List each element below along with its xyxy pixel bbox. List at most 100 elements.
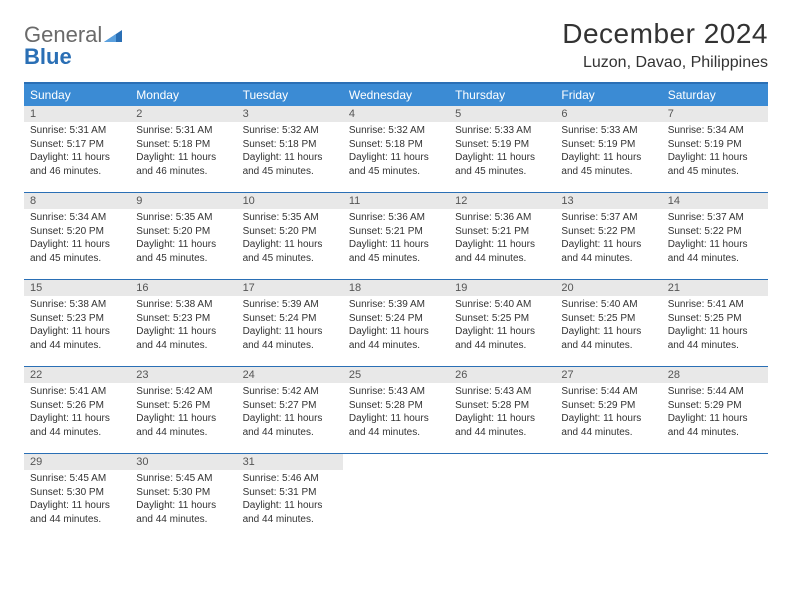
calendar-week: 22 Sunrise: 5:41 AMSunset: 5:26 PMDayligh…	[24, 367, 768, 454]
calendar-cell: 11 Sunrise: 5:36 AMSunset: 5:21 PMDayligh…	[343, 193, 449, 279]
calendar-cell: 21 Sunrise: 5:41 AMSunset: 5:25 PMDayligh…	[662, 280, 768, 366]
day-number: 5	[449, 106, 555, 122]
calendar-cell: 25Sunrise: 5:43 AMSunset: 5:28 PMDayligh…	[343, 367, 449, 453]
calendar-week: 1Sunrise: 5:31 AMSunset: 5:17 PMDaylight…	[24, 106, 768, 193]
calendar-cell: 31 Sunrise: 5:46 AMSunset: 5:31 PMDayligh…	[237, 454, 343, 540]
day-number: 19	[449, 280, 555, 296]
calendar-cell: 29Sunrise: 5:45 AMSunset: 5:30 PMDayligh…	[24, 454, 130, 540]
day-number: 27	[555, 367, 661, 383]
cell-details: Sunrise: 5:34 AMSunset: 5:19 PMDaylight:…	[668, 124, 762, 178]
day-number: 29	[24, 454, 130, 470]
calendar-week: 29Sunrise: 5:45 AMSunset: 5:30 PMDayligh…	[24, 454, 768, 540]
calendar-cell: 30Sunrise: 5:45 AMSunset: 5:30 PMDayligh…	[130, 454, 236, 540]
header: General Blue December 2024 Luzon, Davao,…	[24, 18, 768, 72]
day-number: 31	[237, 454, 343, 470]
logo-text: General Blue	[24, 24, 122, 68]
day-number: 9	[130, 193, 236, 209]
day-number: 21	[662, 280, 768, 296]
cell-details: Sunrise: 5:35 AMSunset: 5:20 PMDaylight:…	[243, 211, 337, 265]
day-number: 28	[662, 367, 768, 383]
day-number: 18	[343, 280, 449, 296]
cell-details: Sunrise: 5:46 AMSunset: 5:31 PMDaylight:…	[243, 472, 337, 526]
location: Luzon, Davao, Philippines	[562, 54, 768, 72]
cell-details: Sunrise: 5:39 AMSunset: 5:24 PMDaylight:…	[349, 298, 443, 352]
calendar-cell-empty	[555, 454, 661, 540]
logo: General Blue	[24, 18, 122, 68]
day-number: 2	[130, 106, 236, 122]
calendar-cell: 9 Sunrise: 5:35 AMSunset: 5:20 PMDaylight…	[130, 193, 236, 279]
day-header-cell: Wednesday	[343, 84, 449, 106]
day-number: 8	[24, 193, 130, 209]
day-header-cell: Sunday	[24, 84, 130, 106]
calendar-week: 15 Sunrise: 5:38 AMSunset: 5:23 PMDayligh…	[24, 280, 768, 367]
day-number: 13	[555, 193, 661, 209]
calendar-cell: 20 Sunrise: 5:40 AMSunset: 5:25 PMDayligh…	[555, 280, 661, 366]
day-number: 15	[24, 280, 130, 296]
calendar-cell: 8 Sunrise: 5:34 AMSunset: 5:20 PMDaylight…	[24, 193, 130, 279]
calendar-cell: 24 Sunrise: 5:42 AMSunset: 5:27 PMDayligh…	[237, 367, 343, 453]
day-header-cell: Monday	[130, 84, 236, 106]
day-number: 24	[237, 367, 343, 383]
calendar-cell: 13 Sunrise: 5:37 AMSunset: 5:22 PMDayligh…	[555, 193, 661, 279]
logo-icon	[104, 24, 122, 46]
cell-details: Sunrise: 5:36 AMSunset: 5:21 PMDaylight:…	[349, 211, 443, 265]
day-number: 7	[662, 106, 768, 122]
calendar-cell: 23Sunrise: 5:42 AMSunset: 5:26 PMDayligh…	[130, 367, 236, 453]
calendar-cell: 27 Sunrise: 5:44 AMSunset: 5:29 PMDayligh…	[555, 367, 661, 453]
day-header-row: SundayMondayTuesdayWednesdayThursdayFrid…	[24, 84, 768, 106]
day-number: 11	[343, 193, 449, 209]
day-number: 10	[237, 193, 343, 209]
cell-details: Sunrise: 5:44 AMSunset: 5:29 PMDaylight:…	[561, 385, 655, 439]
cell-details: Sunrise: 5:37 AMSunset: 5:22 PMDaylight:…	[561, 211, 655, 265]
calendar-cell: 22 Sunrise: 5:41 AMSunset: 5:26 PMDayligh…	[24, 367, 130, 453]
calendar-cell: 4 Sunrise: 5:32 AMSunset: 5:18 PMDaylight…	[343, 106, 449, 192]
calendar-cell-empty	[343, 454, 449, 540]
cell-details: Sunrise: 5:42 AMSunset: 5:27 PMDaylight:…	[243, 385, 337, 439]
day-number: 16	[130, 280, 236, 296]
day-number: 12	[449, 193, 555, 209]
cell-details: Sunrise: 5:33 AMSunset: 5:19 PMDaylight:…	[561, 124, 655, 178]
cell-details: Sunrise: 5:44 AMSunset: 5:29 PMDaylight:…	[668, 385, 762, 439]
calendar-cell: 15 Sunrise: 5:38 AMSunset: 5:23 PMDayligh…	[24, 280, 130, 366]
day-number: 23	[130, 367, 236, 383]
calendar-week: 8 Sunrise: 5:34 AMSunset: 5:20 PMDaylight…	[24, 193, 768, 280]
calendar-cell: 10 Sunrise: 5:35 AMSunset: 5:20 PMDayligh…	[237, 193, 343, 279]
calendar-cell: 1Sunrise: 5:31 AMSunset: 5:17 PMDaylight…	[24, 106, 130, 192]
calendar-cell: 3 Sunrise: 5:32 AMSunset: 5:18 PMDaylight…	[237, 106, 343, 192]
cell-details: Sunrise: 5:41 AMSunset: 5:25 PMDaylight:…	[668, 298, 762, 352]
cell-details: Sunrise: 5:31 AMSunset: 5:18 PMDaylight:…	[136, 124, 230, 178]
cell-details: Sunrise: 5:39 AMSunset: 5:24 PMDaylight:…	[243, 298, 337, 352]
cell-details: Sunrise: 5:37 AMSunset: 5:22 PMDaylight:…	[668, 211, 762, 265]
title-block: December 2024 Luzon, Davao, Philippines	[562, 18, 768, 72]
day-header-cell: Saturday	[662, 84, 768, 106]
cell-details: Sunrise: 5:34 AMSunset: 5:20 PMDaylight:…	[30, 211, 124, 265]
calendar-cell-empty	[662, 454, 768, 540]
cell-details: Sunrise: 5:38 AMSunset: 5:23 PMDaylight:…	[30, 298, 124, 352]
cell-details: Sunrise: 5:35 AMSunset: 5:20 PMDaylight:…	[136, 211, 230, 265]
calendar-cell: 5Sunrise: 5:33 AMSunset: 5:19 PMDaylight…	[449, 106, 555, 192]
calendar-cell: 6 Sunrise: 5:33 AMSunset: 5:19 PMDaylight…	[555, 106, 661, 192]
calendar-cell: 28 Sunrise: 5:44 AMSunset: 5:29 PMDayligh…	[662, 367, 768, 453]
calendar-cell: 19 Sunrise: 5:40 AMSunset: 5:25 PMDayligh…	[449, 280, 555, 366]
day-number: 22	[24, 367, 130, 383]
day-number: 20	[555, 280, 661, 296]
day-number: 4	[343, 106, 449, 122]
day-number: 3	[237, 106, 343, 122]
day-header-cell: Tuesday	[237, 84, 343, 106]
cell-details: Sunrise: 5:38 AMSunset: 5:23 PMDaylight:…	[136, 298, 230, 352]
cell-details: Sunrise: 5:40 AMSunset: 5:25 PMDaylight:…	[455, 298, 549, 352]
cell-details: Sunrise: 5:32 AMSunset: 5:18 PMDaylight:…	[349, 124, 443, 178]
cell-details: Sunrise: 5:32 AMSunset: 5:18 PMDaylight:…	[243, 124, 337, 178]
logo-blue: Blue	[24, 44, 72, 69]
calendar: SundayMondayTuesdayWednesdayThursdayFrid…	[24, 82, 768, 540]
calendar-cell-empty	[449, 454, 555, 540]
day-header-cell: Friday	[555, 84, 661, 106]
cell-details: Sunrise: 5:43 AMSunset: 5:28 PMDaylight:…	[455, 385, 549, 439]
cell-details: Sunrise: 5:40 AMSunset: 5:25 PMDaylight:…	[561, 298, 655, 352]
calendar-cell: 7 Sunrise: 5:34 AMSunset: 5:19 PMDaylight…	[662, 106, 768, 192]
day-number: 6	[555, 106, 661, 122]
day-number: 14	[662, 193, 768, 209]
cell-details: Sunrise: 5:41 AMSunset: 5:26 PMDaylight:…	[30, 385, 124, 439]
calendar-cell: 26Sunrise: 5:43 AMSunset: 5:28 PMDayligh…	[449, 367, 555, 453]
day-number: 17	[237, 280, 343, 296]
